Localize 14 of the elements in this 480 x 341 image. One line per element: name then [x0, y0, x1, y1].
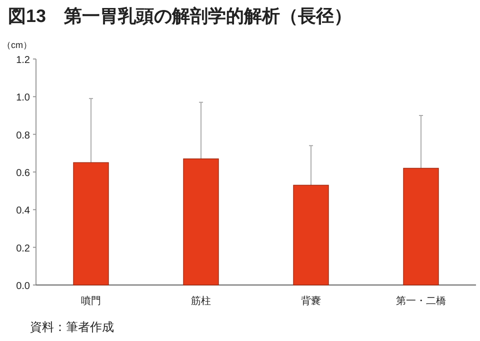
chart-title: 図13 第一胃乳頭の解剖学的解析（長径）: [8, 6, 352, 26]
x-tick-label: 噴門: [81, 295, 101, 307]
y-tick-label: 0.6: [16, 168, 30, 179]
x-tick-label: 背嚢: [301, 295, 321, 307]
y-tick-label: 0.2: [16, 243, 30, 254]
y-tick-label: 0.4: [16, 206, 30, 217]
y-tick-label: 0.8: [16, 130, 30, 142]
y-axis-title: （cm）: [2, 40, 32, 50]
text: 資料：筆者作成: [30, 320, 114, 334]
y-tick-label: 1.0: [16, 92, 30, 104]
y-tick-label: 1.2: [16, 55, 30, 66]
x-tick-label: 第一・二橋: [396, 295, 446, 307]
x-tick-label: 筋柱: [191, 295, 211, 307]
y-tick-label: 0.0: [16, 281, 30, 292]
